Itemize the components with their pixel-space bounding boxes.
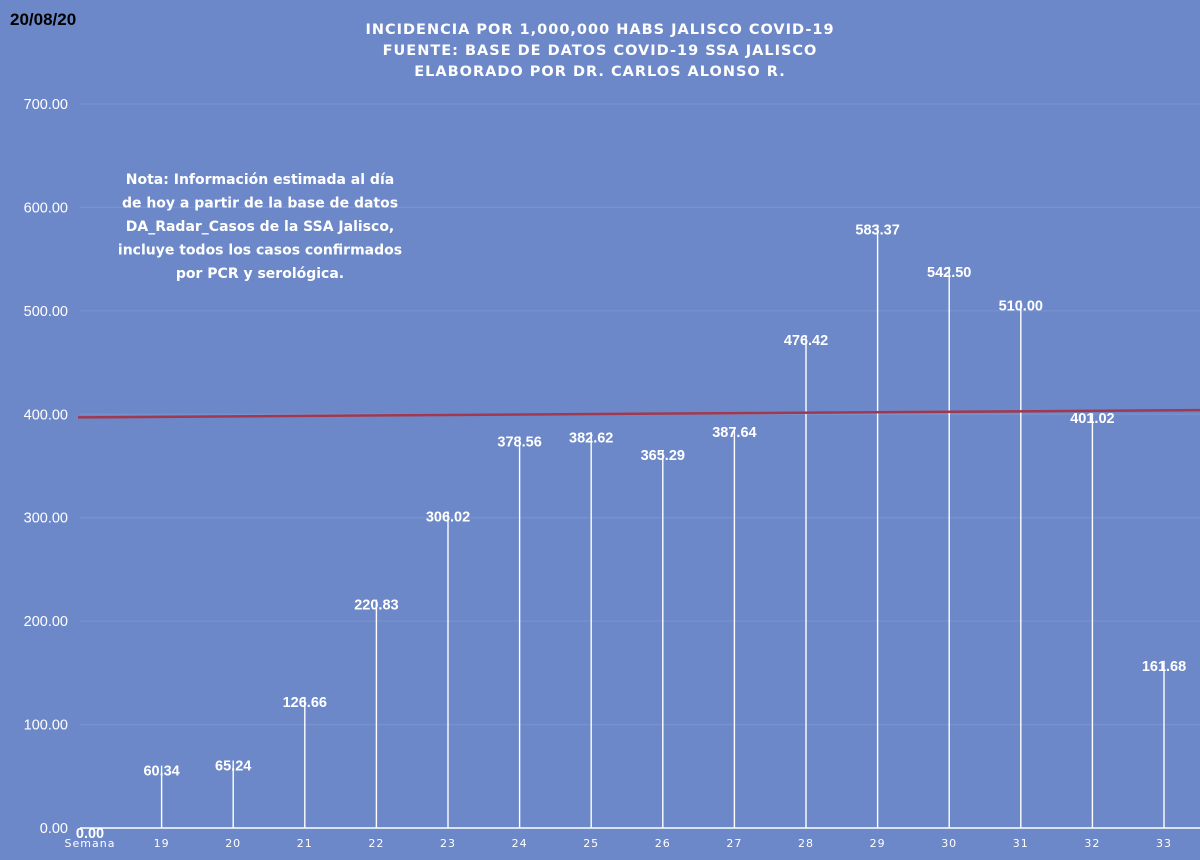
note-line: Nota: Información estimada al día	[126, 172, 394, 188]
x-tick-label: 25	[583, 837, 599, 850]
x-tick-label: 21	[297, 837, 313, 850]
y-tick-label: 700.00	[24, 97, 68, 113]
x-tick-label: 22	[368, 837, 384, 850]
note-line: de hoy a partir de la base de datos	[122, 196, 398, 212]
x-tick-label: 19	[154, 837, 170, 850]
y-tick-label: 0.00	[40, 821, 68, 837]
x-tick-label: 27	[726, 837, 742, 850]
data-label: 220.83	[354, 598, 398, 614]
data-label: 60.34	[143, 764, 179, 780]
note-line: incluye todos los casos confirmados	[118, 243, 402, 259]
y-tick-label: 300.00	[24, 511, 68, 527]
x-tick-label: 28	[798, 837, 814, 850]
x-tick-label: 24	[512, 837, 528, 850]
x-tick-label: 32	[1084, 837, 1100, 850]
x-tick-label: 30	[941, 837, 957, 850]
data-label: 401.02	[1070, 411, 1114, 427]
note-line: por PCR y serológica.	[176, 266, 344, 282]
y-tick-label: 200.00	[24, 614, 68, 630]
y-tick-label: 600.00	[24, 200, 68, 216]
date-label: 20/08/20	[10, 10, 77, 29]
data-label: 378.56	[497, 434, 541, 450]
data-label: 387.64	[712, 425, 756, 441]
chart-title-line: INCIDENCIA POR 1,000,000 HABS JALISCO CO…	[365, 22, 834, 38]
y-tick-label: 500.00	[24, 304, 68, 320]
data-label: 0.00	[76, 826, 104, 842]
data-label: 306.02	[426, 509, 470, 525]
x-tick-label: 20	[225, 837, 241, 850]
data-label: 510.00	[999, 299, 1043, 315]
chart-title-line: FUENTE: BASE DE DATOS COVID-19 SSA JALIS…	[383, 43, 818, 59]
y-tick-label: 400.00	[24, 407, 68, 423]
x-axis-label: Semana	[65, 837, 116, 850]
x-tick-label: 33	[1156, 837, 1172, 850]
note-line: DA_Radar_Casos de la SSA Jalisco,	[126, 219, 395, 235]
x-tick-label: 23	[440, 837, 456, 850]
chart-title-line: ELABORADO POR DR. CARLOS ALONSO R.	[414, 64, 785, 80]
reference-line	[77, 408, 1200, 419]
data-label: 161.68	[1142, 659, 1186, 675]
data-label: 365.29	[641, 448, 685, 464]
data-label: 583.37	[855, 223, 899, 239]
data-label: 126.66	[283, 695, 327, 711]
data-label: 382.62	[569, 430, 613, 446]
data-label: 542.50	[927, 265, 971, 281]
x-tick-label: 26	[655, 837, 671, 850]
data-label: 476.42	[784, 333, 828, 349]
x-tick-label: 31	[1013, 837, 1029, 850]
data-label: 65.24	[215, 759, 251, 775]
x-tick-label: 29	[870, 837, 886, 850]
y-tick-label: 100.00	[24, 718, 68, 734]
